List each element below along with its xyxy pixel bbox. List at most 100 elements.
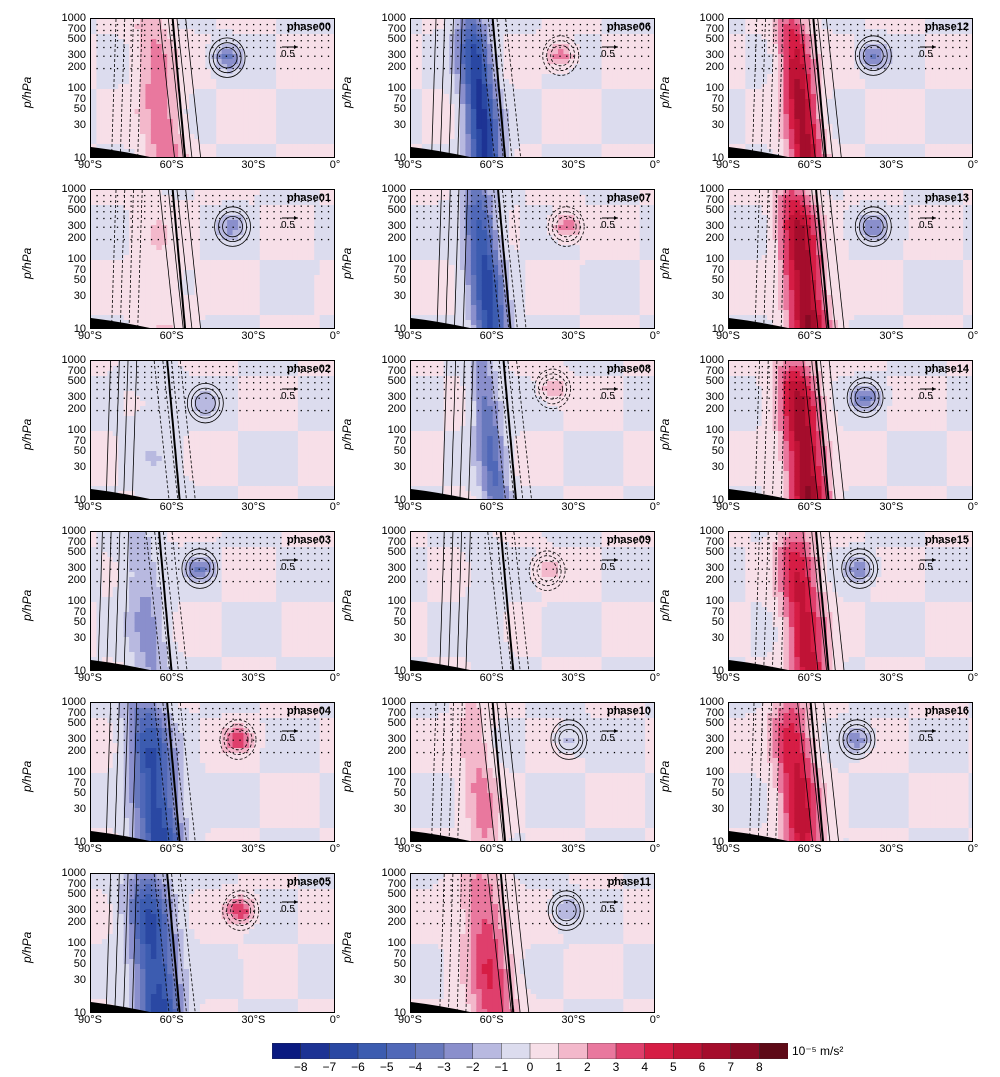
x-tick-label: 60°S xyxy=(152,330,192,342)
y-tick-label: 300 xyxy=(684,391,724,403)
colorbar-swatch xyxy=(472,1043,502,1059)
y-tick-label: 300 xyxy=(684,562,724,574)
reference-vector-arrow xyxy=(920,387,936,391)
panel-phase13: phase13 0.5 10 30 50 70 100 200 300 500 700 1000 p/h… xyxy=(658,184,978,343)
vector-field xyxy=(96,365,330,412)
colorbar-tick-label: 1 xyxy=(547,1060,571,1074)
reference-vector-label: 0.5 xyxy=(919,562,933,573)
topography xyxy=(411,660,470,670)
y-tick-label: 200 xyxy=(684,403,724,415)
panel-title: phase11 xyxy=(575,876,651,888)
x-tick-label: 90°S xyxy=(70,330,110,342)
y-tick-label: 300 xyxy=(366,733,406,745)
y-tick-label: 100 xyxy=(46,596,86,607)
y-tick-label: 100 xyxy=(366,938,406,949)
y-tick-label: 300 xyxy=(684,733,724,745)
x-tick-label: 90°S xyxy=(390,1014,430,1026)
panel-title: phase03 xyxy=(255,534,331,546)
plot-phase15 xyxy=(728,531,973,671)
y-tick-label: 70 xyxy=(684,264,724,276)
y-tick-label: 500 xyxy=(46,718,86,729)
y-tick-label: 10 xyxy=(684,153,724,164)
x-tick-label: 0° xyxy=(953,330,993,342)
reference-vector-label: 0.5 xyxy=(919,220,933,231)
shading xyxy=(729,361,972,499)
y-tick-label: 50 xyxy=(684,788,724,799)
y-tick-label: 500 xyxy=(46,34,86,45)
x-tick-label: 60°S xyxy=(790,501,830,513)
reference-vector-label: 0.5 xyxy=(601,562,615,573)
x-tick-label: 90°S xyxy=(70,843,110,855)
y-tick-label: 500 xyxy=(46,376,86,387)
reference-vector-arrow xyxy=(282,900,298,904)
y-tick-label: 700 xyxy=(46,365,86,377)
y-tick-label: 30 xyxy=(46,290,86,302)
x-tick-label: 90°S xyxy=(708,159,748,171)
y-tick-label: 10 xyxy=(684,495,724,506)
shading xyxy=(411,361,654,499)
panel-phase00: phase00 0.5 10 30 50 70 100 200 300 500 700 1000 p/h… xyxy=(20,13,340,172)
x-tick-label: 0° xyxy=(635,672,675,684)
x-tick-label: 60°S xyxy=(790,843,830,855)
y-axis-label: p/hPa xyxy=(20,932,34,963)
colorbar-tick-label: −6 xyxy=(346,1060,370,1074)
topography xyxy=(411,489,470,499)
y-tick-label: 700 xyxy=(684,194,724,206)
reference-vector-arrow xyxy=(920,558,936,562)
y-tick-label: 100 xyxy=(46,425,86,436)
colorbar xyxy=(272,1043,788,1059)
reference-vector-arrow xyxy=(920,729,936,733)
x-tick-label: 0° xyxy=(953,843,993,855)
shading xyxy=(411,19,654,157)
y-tick-label: 10 xyxy=(366,837,406,848)
reference-vector-label: 0.5 xyxy=(601,904,615,915)
vector-field xyxy=(96,536,330,583)
panel-phase14: phase14 0.5 10 30 50 70 100 200 300 500 700 1000 p/h… xyxy=(658,355,978,514)
y-tick-label: 500 xyxy=(684,547,724,558)
topography xyxy=(91,147,150,157)
y-tick-label: 70 xyxy=(46,777,86,789)
y-tick-label: 50 xyxy=(366,275,406,286)
vector-field xyxy=(96,194,330,241)
x-tick-label: 30°S xyxy=(871,501,911,513)
y-tick-label: 10 xyxy=(366,324,406,335)
y-tick-label: 1000 xyxy=(366,526,406,537)
y-tick-label: 50 xyxy=(46,959,86,970)
colorbar-swatch xyxy=(558,1043,588,1059)
y-tick-label: 70 xyxy=(684,606,724,618)
colorbar-swatch xyxy=(272,1043,302,1059)
x-tick-label: 30°S xyxy=(233,330,273,342)
panel-phase15: phase15 0.5 10 30 50 70 100 200 300 500 700 1000 p/h… xyxy=(658,526,978,685)
y-tick-label: 1000 xyxy=(46,697,86,708)
shading xyxy=(91,190,334,328)
colorbar-tick-label: −4 xyxy=(403,1060,427,1074)
y-tick-label: 50 xyxy=(46,275,86,286)
y-tick-label: 50 xyxy=(46,788,86,799)
y-tick-label: 100 xyxy=(366,767,406,778)
panel-phase16: phase16 0.5 10 30 50 70 100 200 300 500 700 1000 p/h… xyxy=(658,697,978,856)
y-tick-label: 30 xyxy=(366,803,406,815)
panel-phase12: phase12 0.5 10 30 50 70 100 200 300 500 700 1000 p/h… xyxy=(658,13,978,172)
x-tick-label: 30°S xyxy=(871,159,911,171)
x-tick-label: 30°S xyxy=(553,501,593,513)
plot-phase01 xyxy=(90,189,335,329)
y-axis-label: p/hPa xyxy=(340,77,354,108)
contours xyxy=(111,190,251,328)
y-tick-label: 700 xyxy=(366,536,406,548)
y-tick-label: 300 xyxy=(46,220,86,232)
y-tick-label: 30 xyxy=(684,290,724,302)
y-tick-label: 70 xyxy=(366,264,406,276)
x-tick-label: 30°S xyxy=(233,672,273,684)
x-tick-label: 30°S xyxy=(233,159,273,171)
reference-vector-label: 0.5 xyxy=(601,49,615,60)
y-tick-label: 500 xyxy=(366,34,406,45)
y-tick-label: 30 xyxy=(684,803,724,815)
colorbar-swatch xyxy=(759,1043,788,1059)
y-tick-label: 50 xyxy=(46,617,86,628)
panel-phase03: phase03 0.5 10 30 50 70 100 200 300 500 700 1000 p/h… xyxy=(20,526,340,685)
x-tick-label: 0° xyxy=(315,159,355,171)
y-tick-label: 1000 xyxy=(46,355,86,366)
y-tick-label: 1000 xyxy=(46,13,86,24)
x-tick-label: 90°S xyxy=(390,672,430,684)
y-tick-label: 100 xyxy=(684,254,724,265)
